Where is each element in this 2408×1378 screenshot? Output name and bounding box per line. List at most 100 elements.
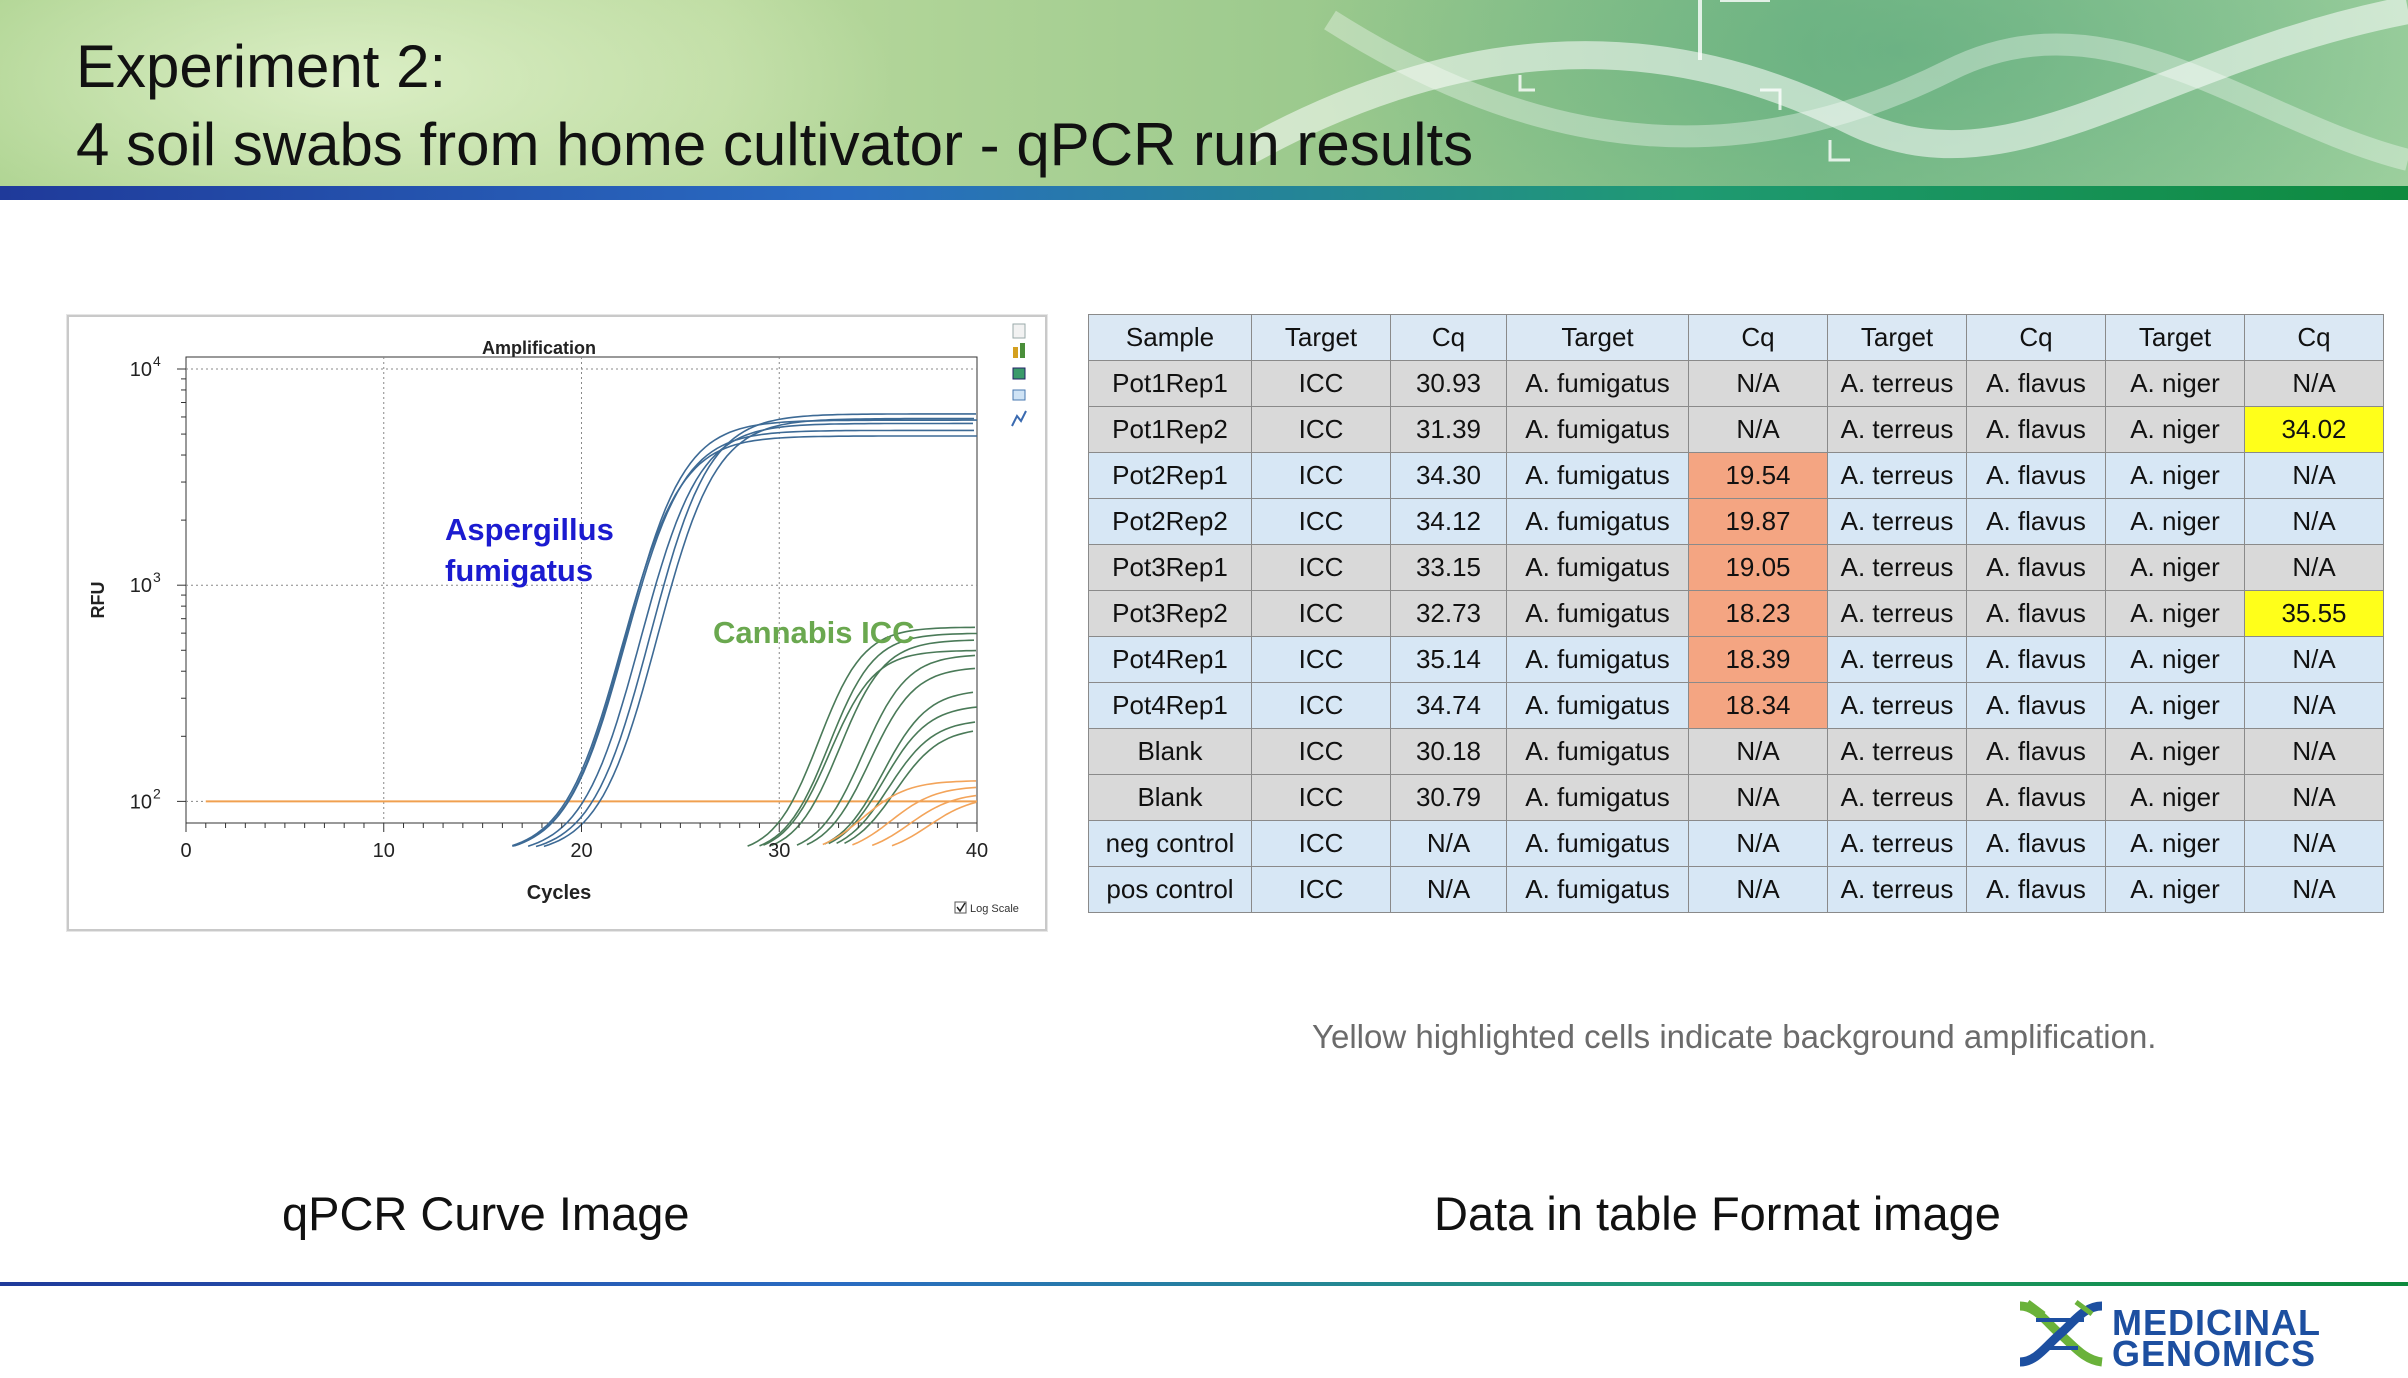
table-row: pos control ICC N/A A. fumigatus N/A A. terre… bbox=[1088, 866, 2384, 913]
table-body: Pot1Rep1 ICC 30.93 A. fumigatus N/A A. terreu… bbox=[1088, 360, 2384, 913]
table-cell: A. flavus bbox=[1966, 774, 2106, 821]
annotation-aspergillus: Aspergillus bbox=[445, 512, 614, 547]
x-axis-label: Cycles bbox=[527, 882, 592, 904]
zoom-icon[interactable] bbox=[1012, 389, 1026, 401]
x-tick-label: 40 bbox=[966, 840, 988, 862]
y-tick-label: 10 bbox=[130, 575, 152, 597]
table-cell: A. niger bbox=[2105, 360, 2245, 407]
chart-title: Amplification bbox=[482, 338, 596, 358]
table-cell: N/A bbox=[2244, 360, 2384, 407]
copy-icon[interactable] bbox=[1012, 323, 1026, 339]
export-icon[interactable] bbox=[1012, 367, 1026, 380]
y-tick-exponent: 2 bbox=[153, 785, 161, 801]
x-tick-label: 0 bbox=[180, 840, 191, 862]
table-row: Pot4Rep1 ICC 35.14 A. fumigatus 18.39 A. terr… bbox=[1088, 636, 2384, 683]
bar-chart-icon[interactable] bbox=[1013, 347, 1018, 358]
table-cell: ICC bbox=[1251, 728, 1391, 775]
table-cell: A. niger bbox=[2105, 728, 2245, 775]
table-cell: A. fumigatus bbox=[1506, 682, 1689, 729]
table-cell: 31.39 bbox=[1390, 406, 1507, 453]
table-cell: 34.12 bbox=[1390, 498, 1507, 545]
annotation-fumigatus: fumigatus bbox=[445, 553, 593, 588]
table-cell: A. fumigatus bbox=[1506, 636, 1689, 683]
banner-glow-dark bbox=[1300, 0, 2408, 190]
table-cell: ICC bbox=[1251, 590, 1391, 637]
table-cell: ICC bbox=[1251, 360, 1391, 407]
table-cell: A. fumigatus bbox=[1506, 774, 1689, 821]
table-cell: A. terreus bbox=[1827, 452, 1967, 499]
table-cell: A. fumigatus bbox=[1506, 498, 1689, 545]
column-header: Sample bbox=[1088, 314, 1252, 361]
title-line-1: Experiment 2: bbox=[76, 33, 447, 100]
background-curve bbox=[891, 801, 977, 847]
table-row: Pot1Rep1 ICC 30.93 A. fumigatus N/A A. terreu… bbox=[1088, 360, 2384, 407]
table-cell: ICC bbox=[1251, 866, 1391, 913]
table-cell: A. niger bbox=[2105, 820, 2245, 867]
table-cell: N/A bbox=[1390, 866, 1507, 913]
table-cell: N/A bbox=[1688, 406, 1828, 453]
table-cell: A. fumigatus bbox=[1506, 590, 1689, 637]
cannabis-curve bbox=[806, 667, 976, 846]
cannabis-curve bbox=[759, 632, 977, 847]
table-cell: N/A bbox=[1688, 774, 1828, 821]
table-cell: A. flavus bbox=[1966, 866, 2106, 913]
aspergillus-curve bbox=[514, 429, 974, 847]
annotation-cannabis-icc: Cannabis ICC bbox=[713, 615, 915, 650]
table-cell: 33.15 bbox=[1390, 544, 1507, 591]
table-cell: 32.73 bbox=[1390, 590, 1507, 637]
sample-cell: Blank bbox=[1088, 728, 1252, 775]
y-tick-label: 10 bbox=[130, 359, 152, 381]
table-cell: 35.55 bbox=[2244, 590, 2384, 637]
table-row: Blank ICC 30.18 A. fumigatus N/A A. terreus A.… bbox=[1088, 728, 2384, 775]
table-cell: A. flavus bbox=[1966, 636, 2106, 683]
table-cell: ICC bbox=[1251, 636, 1391, 683]
y-axis-label: RFU bbox=[88, 582, 108, 619]
trend-icon[interactable] bbox=[1011, 410, 1027, 427]
checkmark-icon bbox=[956, 902, 966, 913]
table-cell: 34.30 bbox=[1390, 452, 1507, 499]
table-cell: A. niger bbox=[2105, 636, 2245, 683]
table-cell: A. flavus bbox=[1966, 498, 2106, 545]
sample-cell: Pot1Rep1 bbox=[1088, 360, 1252, 407]
column-header: Cq bbox=[1390, 314, 1507, 361]
log-scale-label: Log Scale bbox=[970, 903, 1019, 915]
highlight-note: Yellow highlighted cells indicate backgr… bbox=[1312, 1018, 2157, 1055]
table-cell: 30.93 bbox=[1390, 360, 1507, 407]
table-row: Pot1Rep2 ICC 31.39 A. fumigatus N/A A. terreu… bbox=[1088, 406, 2384, 453]
header-divider bbox=[0, 186, 2408, 200]
table-cell: A. niger bbox=[2105, 498, 2245, 545]
table-cell: A. terreus bbox=[1827, 544, 1967, 591]
table-cell: N/A bbox=[1688, 728, 1828, 775]
table-cell: A. flavus bbox=[1966, 728, 2106, 775]
table-row: Pot4Rep1 ICC 34.74 A. fumigatus 18.34 A. terr… bbox=[1088, 682, 2384, 729]
table-row: Blank ICC 30.79 A. fumigatus N/A A. terreus A.… bbox=[1088, 774, 2384, 821]
table-cell: A. fumigatus bbox=[1506, 866, 1689, 913]
table-cell: N/A bbox=[2244, 728, 2384, 775]
table-cell: 34.74 bbox=[1390, 682, 1507, 729]
column-header: Target bbox=[1506, 314, 1689, 361]
table-cell: A. flavus bbox=[1966, 360, 2106, 407]
table-cell: A. niger bbox=[2105, 866, 2245, 913]
table-cell: N/A bbox=[2244, 682, 2384, 729]
cannabis-curve bbox=[747, 626, 976, 847]
page-title: Experiment 2: 4 soil swabs from home cul… bbox=[76, 28, 1473, 184]
table-cell: 18.23 bbox=[1688, 590, 1828, 637]
title-line-2: 4 soil swabs from home cultivator - qPCR… bbox=[76, 111, 1474, 178]
chart-curves bbox=[205, 413, 978, 848]
background-curve bbox=[871, 794, 977, 847]
table-row: Pot2Rep1 ICC 34.30 A. fumigatus 19.54 A. terr… bbox=[1088, 452, 2384, 499]
log-scale-checkbox[interactable]: Log Scale bbox=[954, 901, 1019, 915]
table-cell: A. flavus bbox=[1966, 682, 2106, 729]
x-tick-label: 20 bbox=[570, 840, 592, 862]
table-cell: A. flavus bbox=[1966, 590, 2106, 637]
table-cell: A. terreus bbox=[1827, 406, 1967, 453]
table-row: neg control ICC N/A A. fumigatus N/A A. terre… bbox=[1088, 820, 2384, 867]
table-cell: A. niger bbox=[2105, 544, 2245, 591]
chart-grid bbox=[185, 356, 978, 824]
caption-left: qPCR Curve Image bbox=[282, 1187, 690, 1240]
column-header: Target bbox=[1251, 314, 1391, 361]
x-tick-label: 30 bbox=[768, 840, 790, 862]
table-cell: A. niger bbox=[2105, 682, 2245, 729]
